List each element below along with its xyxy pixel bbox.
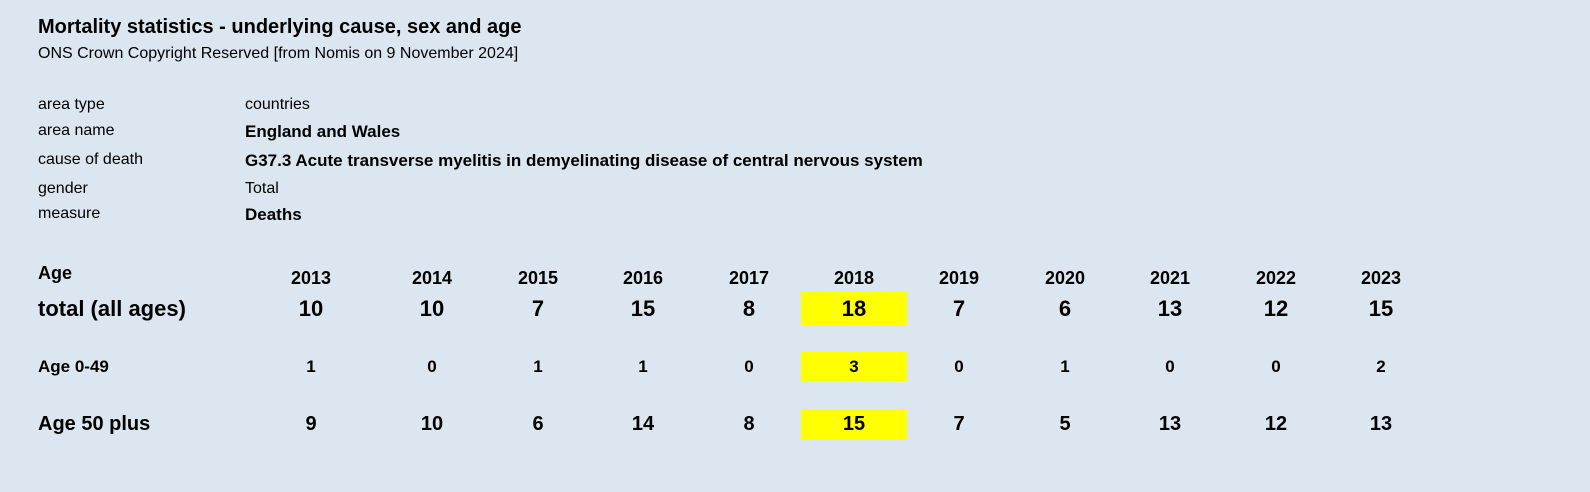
row-age-0-49-cell-2015: 1 — [533, 357, 543, 376]
year-header-2016: 2016 — [622, 268, 664, 288]
year-header-2019: 2019 — [938, 268, 980, 288]
row-total-all-ages-cell-2017: 8 — [742, 296, 756, 321]
row-age-50-plus-cell-2019: 7 — [953, 413, 965, 435]
meta-label: cause of death — [38, 151, 143, 168]
year-header-2021: 2021 — [1149, 268, 1191, 288]
year-header-2013: 2013 — [290, 268, 332, 288]
meta-value: England and Wales — [245, 122, 401, 141]
year-header-2020: 2020 — [1044, 268, 1086, 288]
row-age-0-49-cell-2018: 3 — [801, 352, 907, 381]
row-age-0-49-cell-2020: 1 — [1060, 357, 1070, 376]
row-total-all-ages-cell-2020: 6 — [1058, 296, 1072, 321]
meta-label: area name — [38, 122, 115, 139]
meta-label: measure — [38, 205, 101, 222]
meta-label: area type — [38, 96, 105, 113]
row-age-50-plus-cell-2023: 13 — [1369, 413, 1393, 435]
row-total-all-ages-cell-2013: 10 — [298, 296, 324, 321]
row-age-50-plus-cell-2021: 13 — [1158, 413, 1182, 435]
meta-row-area-type: area type countries — [38, 96, 1238, 118]
age-column-header: Age — [38, 263, 73, 283]
row-age-50-plus-cell-2017: 8 — [743, 413, 755, 435]
row-age-0-49-cell-2016: 1 — [638, 357, 648, 376]
year-header-2014: 2014 — [411, 268, 453, 288]
row-age-0-49-label: Age 0-49 — [38, 357, 109, 376]
row-age-50-plus-cell-2015: 6 — [532, 413, 544, 435]
row-total-all-ages-cell-2022: 12 — [1263, 296, 1289, 321]
page-subtitle: ONS Crown Copyright Reserved [from Nomis… — [38, 45, 519, 62]
meta-value: Deaths — [245, 205, 302, 224]
row-total-all-ages-cell-2016: 15 — [630, 296, 656, 321]
meta-label: gender — [38, 180, 88, 197]
row-age-0-49-cell-2014: 0 — [427, 357, 437, 376]
row-age-50-plus-cell-2014: 10 — [420, 413, 444, 435]
row-age-0-49-cell-2021: 0 — [1165, 357, 1175, 376]
row-age-0-49-cell-2017: 0 — [744, 357, 754, 376]
row-age-50-plus-cell-2013: 9 — [305, 413, 317, 435]
row-age-50-plus-cell-2020: 5 — [1059, 413, 1071, 435]
meta-row-area-name: area name England and Wales — [38, 122, 1238, 144]
row-age-0-49-cell-2019: 0 — [954, 357, 964, 376]
row-age-0-49-cell-2013: 1 — [306, 357, 316, 376]
meta-row-measure: measure Deaths — [38, 205, 1238, 227]
row-age-0-49-cell-2022: 0 — [1271, 357, 1281, 376]
row-age-0-49-cell-2023: 2 — [1376, 357, 1386, 376]
meta-value: countries — [245, 96, 310, 113]
year-header-2017: 2017 — [728, 268, 770, 288]
meta-row-gender: gender Total — [38, 180, 1238, 202]
row-age-50-plus-label: Age 50 plus — [38, 413, 151, 435]
meta-value: Total — [245, 180, 279, 197]
row-age-50-plus-cell-2022: 12 — [1264, 413, 1288, 435]
row-total-all-ages-cell-2015: 7 — [531, 296, 545, 321]
row-age-50-plus-cell-2018: 15 — [801, 409, 907, 440]
row-total-all-ages-cell-2014: 10 — [419, 296, 445, 321]
meta-value: G37.3 Acute transverse myelitis in demye… — [245, 151, 923, 170]
year-header-2015: 2015 — [517, 268, 559, 288]
meta-row-cause-of-death: cause of death G37.3 Acute transverse my… — [38, 151, 1238, 173]
row-age-50-plus-cell-2016: 14 — [631, 413, 655, 435]
row-total-all-ages-cell-2023: 15 — [1368, 296, 1394, 321]
year-header-2023: 2023 — [1360, 268, 1402, 288]
page-title: Mortality statistics - underlying cause,… — [38, 16, 522, 38]
row-total-all-ages-cell-2018: 18 — [801, 292, 907, 326]
row-total-all-ages-cell-2021: 13 — [1157, 296, 1183, 321]
year-header-2018: 2018 — [833, 268, 875, 288]
row-total-all-ages-cell-2019: 7 — [952, 296, 966, 321]
year-header-2022: 2022 — [1255, 268, 1297, 288]
row-total-all-ages-label: total (all ages) — [38, 296, 186, 321]
